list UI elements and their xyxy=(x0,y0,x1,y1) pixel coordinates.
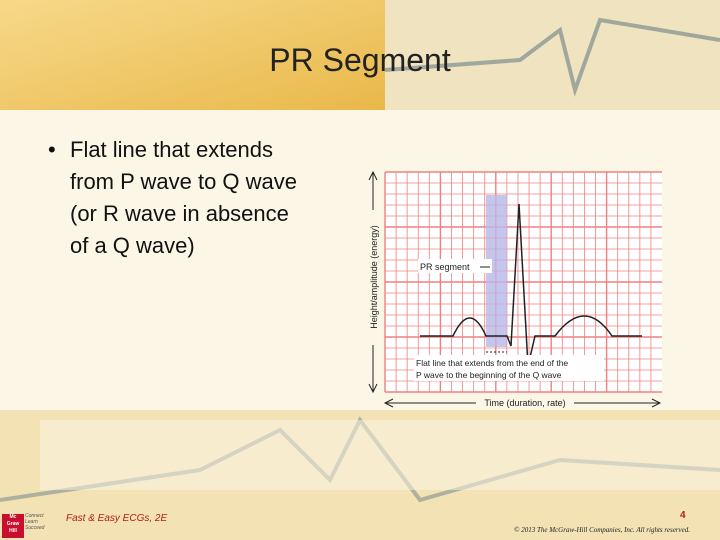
bullet: Flat line that extends from P wave to Q … xyxy=(48,134,308,262)
caption-bg xyxy=(414,355,604,381)
footer-fade xyxy=(40,420,720,490)
tagline-text: Learn xyxy=(25,519,38,525)
copyright: © 2013 The McGraw-Hill Companies, Inc. A… xyxy=(514,526,690,534)
book-title: Fast & Easy ECGs, 2E xyxy=(66,513,168,524)
logo: Mc Graw Hill xyxy=(2,514,24,538)
tagline-text: Succeed xyxy=(25,525,45,531)
slide-title: PR Segment xyxy=(269,42,451,78)
caption-line: Flat line that extends from the end of t… xyxy=(416,358,568,368)
ecg-figure: PR segment Flat line that extends from t… xyxy=(366,170,662,409)
ecg-swoosh xyxy=(384,17,720,97)
bullet-list: Flat line that extends from P wave to Q … xyxy=(48,134,308,262)
segment-label: PR segment xyxy=(420,262,470,272)
tagline: Connect Learn Succeed xyxy=(25,513,44,531)
label-bg xyxy=(418,259,492,273)
logo-text: Hill xyxy=(9,528,17,534)
tagline-text: Connect xyxy=(25,513,44,519)
label-bg xyxy=(476,397,574,409)
label-bg xyxy=(366,210,380,345)
header-texture xyxy=(385,0,720,110)
caption-line: P wave to the beginning of the Q wave xyxy=(416,370,562,380)
page-number: 4 xyxy=(680,510,686,521)
arrowheads xyxy=(383,398,662,408)
y-axis-label: Height/amplitude (energy) xyxy=(369,225,379,329)
arrowheads xyxy=(368,170,378,394)
logo-text: Graw xyxy=(6,521,20,527)
logo-text: Mc xyxy=(9,514,17,520)
x-axis-label: Time (duration, rate) xyxy=(484,398,565,408)
pr-highlight xyxy=(486,195,507,347)
title-band xyxy=(0,0,385,110)
